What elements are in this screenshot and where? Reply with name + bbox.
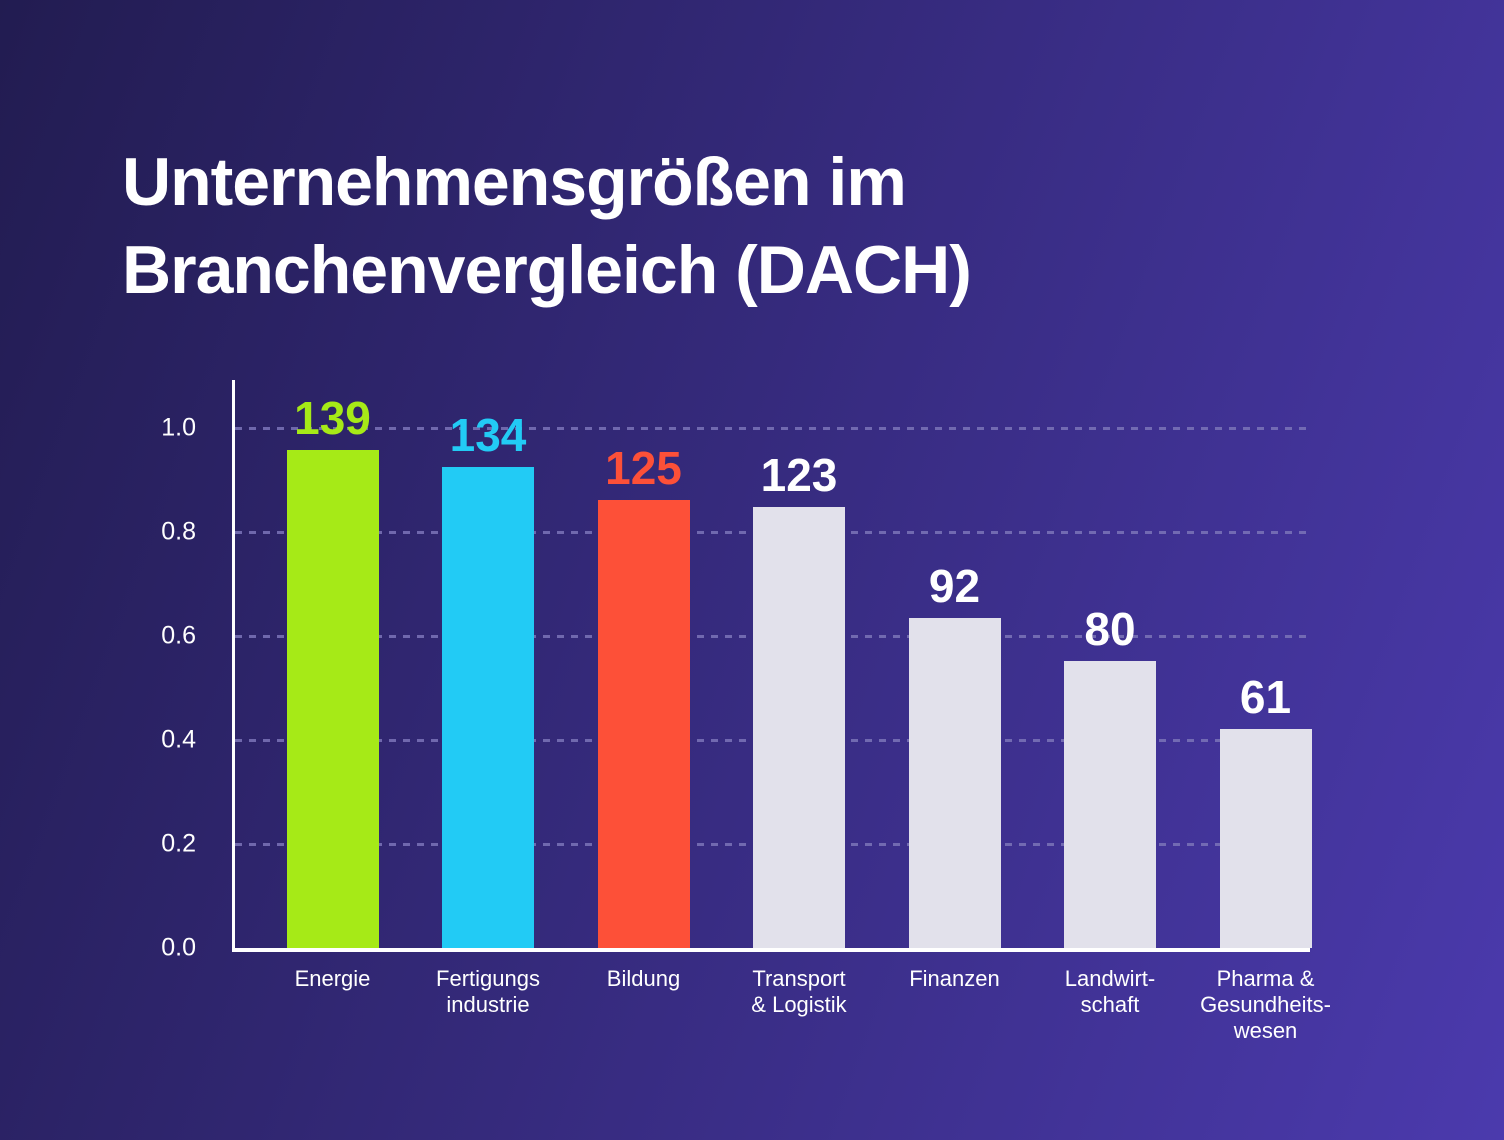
bar-value-label: 80: [1084, 603, 1136, 655]
x-category-label: Pharma & Gesundheits- wesen: [1200, 966, 1331, 1043]
y-tick-label: 0.0: [161, 933, 196, 962]
y-tick-label: 1.0: [161, 413, 196, 442]
chart-title-line-1: Unternehmensgrößen im: [122, 143, 907, 220]
x-category-label: Bildung: [606, 966, 681, 991]
y-axis-line: [232, 380, 235, 952]
bar: [908, 618, 1001, 948]
chart-title-line-2: Branchenvergleich (DACH): [122, 231, 972, 308]
bar-group: 139: [253, 380, 413, 948]
x-category-label: Finanzen: [909, 966, 1000, 991]
bar-group: 134: [408, 380, 568, 948]
y-tick-label: 0.8: [161, 517, 196, 546]
bar-value-label: 139: [294, 392, 371, 444]
bar-group: 80: [1030, 380, 1190, 948]
bar-value-label: 92: [928, 560, 981, 612]
bar-value-label: 61: [1239, 671, 1292, 723]
bar-group: 123: [719, 380, 879, 948]
x-axis-line: [232, 948, 1310, 952]
chart-title: Unternehmensgrößen im Branchenvergleich …: [122, 138, 972, 314]
bar-value-label: 125: [605, 442, 682, 494]
y-tick-label: 0.6: [161, 621, 196, 650]
bar: [1219, 729, 1312, 948]
bar: [286, 450, 379, 948]
bar-value-label: 123: [760, 449, 838, 501]
bar: [753, 507, 845, 948]
bar: [1064, 661, 1156, 948]
bar-group: 125: [564, 380, 724, 948]
x-category-label: Landwirt- schaft: [1064, 966, 1156, 1017]
bar-value-label: 134: [449, 409, 527, 461]
y-tick-label: 0.2: [161, 829, 196, 858]
x-category-label: Transport & Logistik: [751, 966, 847, 1017]
bar: [442, 467, 534, 948]
bar: [597, 500, 690, 948]
gridline: [235, 427, 1310, 430]
bar-group: 92: [875, 380, 1035, 948]
y-tick-label: 0.4: [161, 725, 196, 754]
bar-group: 61: [1186, 380, 1346, 948]
x-category-label: Fertigungs industrie: [436, 966, 540, 1017]
x-category-label: Energie: [294, 966, 371, 991]
